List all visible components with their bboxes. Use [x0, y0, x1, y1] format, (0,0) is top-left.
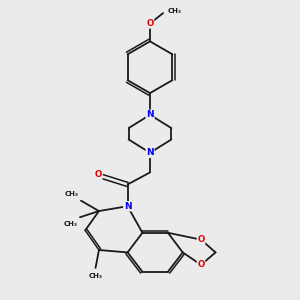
Text: CH₃: CH₃	[168, 8, 182, 14]
Text: CH₃: CH₃	[64, 190, 79, 196]
Text: N: N	[124, 202, 131, 211]
Text: O: O	[146, 19, 154, 28]
Text: O: O	[197, 235, 205, 244]
Text: CH₃: CH₃	[64, 221, 78, 227]
Text: N: N	[146, 148, 154, 157]
Text: O: O	[95, 170, 102, 179]
Text: O: O	[197, 260, 205, 269]
Text: N: N	[146, 110, 154, 119]
Text: CH₃: CH₃	[88, 273, 103, 279]
